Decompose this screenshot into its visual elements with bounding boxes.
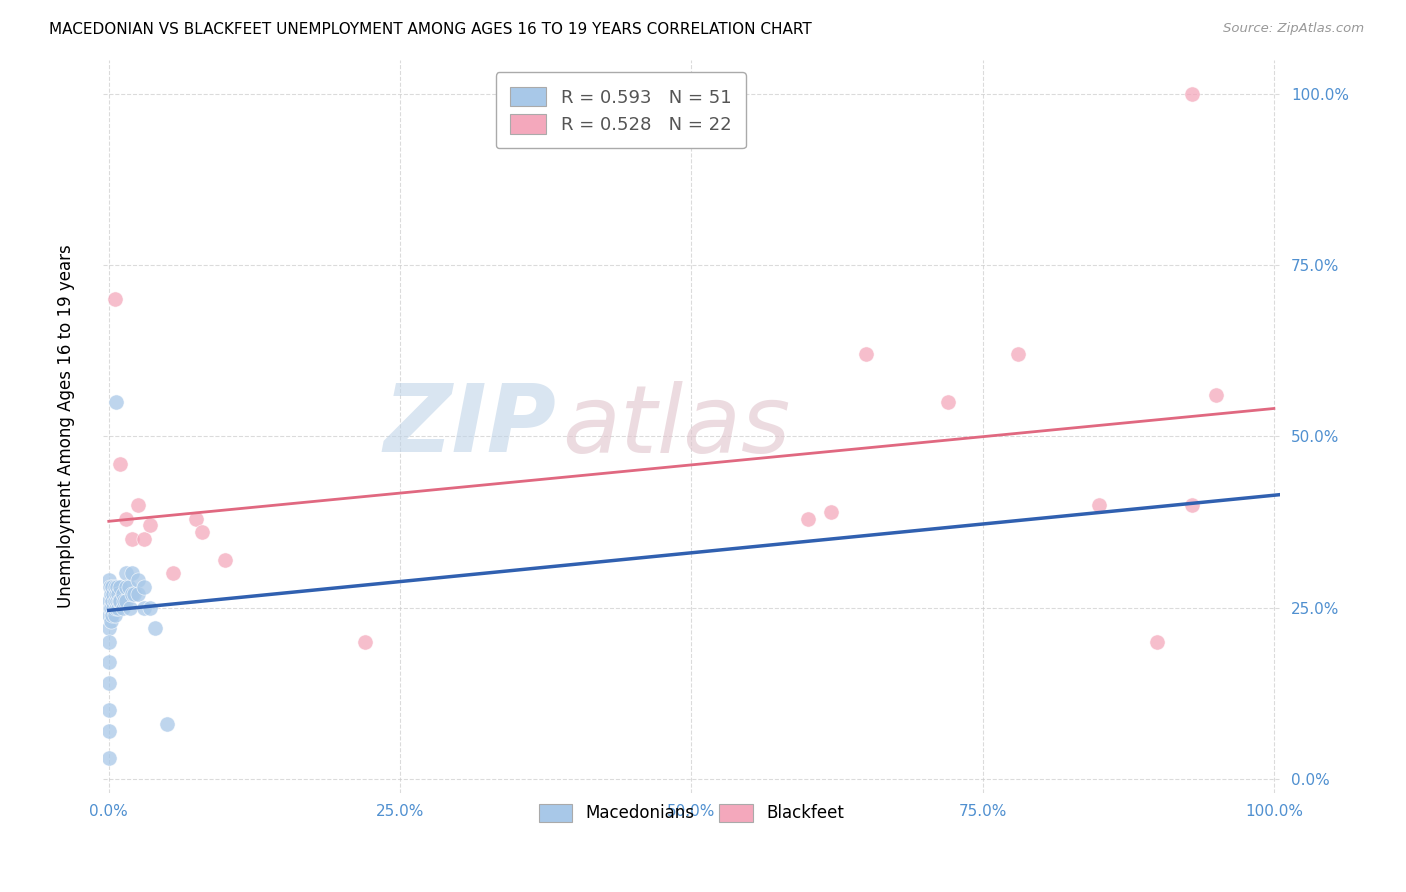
Point [1205,388,1227,402]
Point [104,293,127,307]
Point [1146,635,1168,649]
Point [132,532,155,546]
Point [97,703,120,717]
Point [101,580,124,594]
Text: Source: ZipAtlas.com: Source: ZipAtlas.com [1223,22,1364,36]
Point [105,594,128,608]
Point [936,395,959,409]
Point [101,607,124,622]
Point [118,600,141,615]
Point [186,511,208,525]
Point [104,607,127,622]
Point [111,587,134,601]
Point [156,717,179,731]
Point [97,635,120,649]
Text: MACEDONIAN VS BLACKFEET UNEMPLOYMENT AMONG AGES 16 TO 19 YEARS CORRELATION CHART: MACEDONIAN VS BLACKFEET UNEMPLOYMENT AMO… [49,22,811,37]
Point [145,621,167,635]
Point [108,594,131,608]
Point [107,600,129,615]
Point [97,621,120,635]
Point [124,587,146,601]
Point [112,594,135,608]
Point [104,587,127,601]
Point [191,525,214,540]
Point [214,552,236,566]
Point [111,600,134,615]
Point [1181,87,1204,101]
Point [127,574,149,588]
Point [121,566,143,581]
Point [162,566,184,581]
Point [100,615,122,629]
Point [110,594,132,608]
Point [115,594,138,608]
Point [100,600,122,615]
Point [104,580,127,594]
Point [104,395,127,409]
Point [115,566,138,581]
Point [104,600,127,615]
Point [97,751,120,765]
Point [97,676,120,690]
Point [110,580,132,594]
Point [97,574,120,588]
Point [107,587,129,601]
Y-axis label: Unemployment Among Ages 16 to 19 years: Unemployment Among Ages 16 to 19 years [58,244,75,608]
Point [820,505,842,519]
Point [354,635,377,649]
Point [132,600,155,615]
Point [97,724,120,739]
Point [1088,498,1111,512]
Point [117,580,139,594]
Point [104,594,127,608]
Text: atlas: atlas [562,381,790,472]
Point [797,511,820,525]
Point [101,594,124,608]
Point [1181,498,1204,512]
Point [1007,347,1029,361]
Point [100,587,122,601]
Legend: Macedonians, Blackfeet: Macedonians, Blackfeet [526,790,858,836]
Point [138,518,160,533]
Point [127,587,149,601]
Point [97,656,120,670]
Point [103,587,125,601]
Point [855,347,877,361]
Point [103,600,125,615]
Point [121,587,143,601]
Text: ZIP: ZIP [382,380,555,472]
Point [115,511,138,525]
Point [98,600,121,615]
Point [121,532,143,546]
Point [138,600,160,615]
Point [97,594,120,608]
Point [98,580,121,594]
Point [110,457,132,471]
Point [127,498,149,512]
Point [105,580,128,594]
Point [132,580,155,594]
Point [97,607,120,622]
Point [115,580,138,594]
